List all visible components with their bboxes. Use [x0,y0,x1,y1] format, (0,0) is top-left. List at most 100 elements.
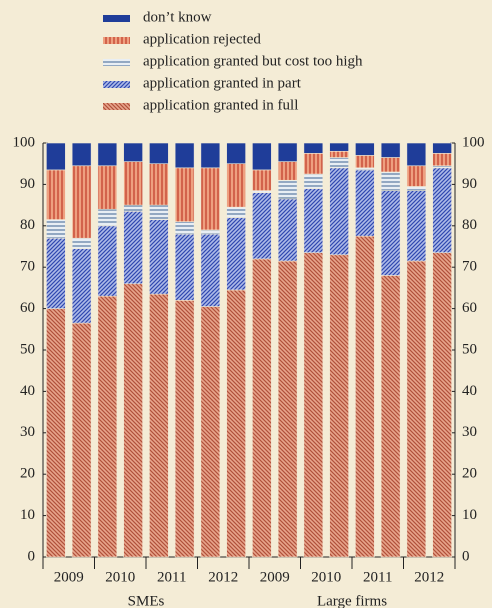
bar-segment [174,221,195,235]
bar-segment [303,173,324,189]
bar-segment [277,198,298,262]
bar-segment [432,165,452,169]
bar-segment [432,142,452,154]
bar-segment [46,237,66,309]
legend-label: application granted but cost too high [143,53,363,69]
y-tick-label: 40 [20,383,35,399]
bar-segment [252,192,272,260]
x-tick-label: 2011 [363,569,392,585]
y-tick-label: 80 [20,217,35,233]
bar-segment [355,235,375,558]
legend-label: application rejected [143,31,261,47]
bar-segment [252,190,272,193]
bar-segment [303,252,324,558]
bar-segment [123,204,143,212]
y-tick-label: 90 [20,176,35,192]
y-tick-label: 10 [462,507,477,523]
bar-segment [226,289,246,558]
bar-segment [149,163,169,206]
x-tick-label: 2010 [311,569,341,585]
bar-segment [46,169,66,220]
legend-label: application granted in part [143,75,302,91]
y-tick-label: 80 [462,217,477,233]
bar-segment [355,167,375,171]
bar-segment [406,142,427,167]
bar-segment [355,142,375,156]
y-tick-label: 50 [462,341,477,357]
bar-segment [174,142,195,169]
group-label: SMEs [128,593,165,608]
x-tick-label: 2011 [157,569,186,585]
bar-segment [277,142,298,162]
legend-swatch [103,15,130,22]
y-tick-label: 70 [462,259,477,275]
y-tick-label: 60 [20,300,35,316]
bar-segment [97,295,118,558]
bar-segment [200,167,221,231]
bar-segment [97,142,118,167]
bar-segment [329,142,349,152]
y-tick-label: 20 [462,466,477,482]
bar-segment [149,293,169,558]
y-tick-label: 100 [462,134,485,150]
y-tick-label: 40 [462,383,477,399]
bar-segment [71,248,92,324]
bar-segment [200,229,221,235]
legend-swatch [103,59,130,66]
y-tick-label: 0 [462,548,470,564]
bar-segment [226,163,246,208]
x-tick-label: 2009 [54,569,84,585]
group-label: Large firms [317,593,387,608]
legend-label: don’t know [143,9,212,25]
y-tick-label: 100 [13,134,36,150]
bar-segment [123,161,143,206]
y-tick-label: 30 [20,424,35,440]
bar-segment [174,167,195,222]
legend-swatch [103,81,130,88]
bar-segment [329,150,349,158]
bar-segment [380,275,401,558]
bar-segment [71,237,92,249]
bar-segment [277,179,298,200]
x-tick-label: 2009 [260,569,290,585]
bar-segment [277,161,298,181]
bar-segment [200,142,221,169]
bar-segment [380,190,401,276]
legend-swatch [103,103,130,110]
bar-segment [432,167,452,254]
bar-segment [200,233,221,307]
bar-segment [123,283,143,558]
y-tick-label: 70 [20,259,35,275]
y-tick-label: 90 [462,176,477,192]
bar-segment [277,260,298,558]
bar-segment [226,217,246,291]
legend-swatch [103,37,130,44]
bar-segment [380,157,401,173]
bar-segment [174,233,195,301]
bar-segment [329,167,349,256]
bar-segment [123,211,143,285]
bar-segment [46,219,66,239]
bar-segment [71,322,92,558]
bar-segment [303,188,324,254]
bar-segment [226,206,246,218]
bar-segment [71,142,92,167]
bar-segment [149,142,169,165]
bar-segment [97,225,118,297]
bar-segment [406,260,427,558]
bar-segment [406,186,427,191]
bar-segment [174,300,195,558]
bar-segment [303,142,324,154]
x-tick-label: 2012 [414,569,444,585]
bar-segment [200,306,221,558]
y-tick-label: 0 [28,548,36,564]
y-tick-label: 50 [20,341,35,357]
bar-segment [46,142,66,171]
bar-segment [252,142,272,171]
bar-segment [355,155,375,169]
bar-segment [303,153,324,175]
bar-segment [123,142,143,162]
bar-segment [97,165,118,210]
bar-segment [97,208,118,227]
